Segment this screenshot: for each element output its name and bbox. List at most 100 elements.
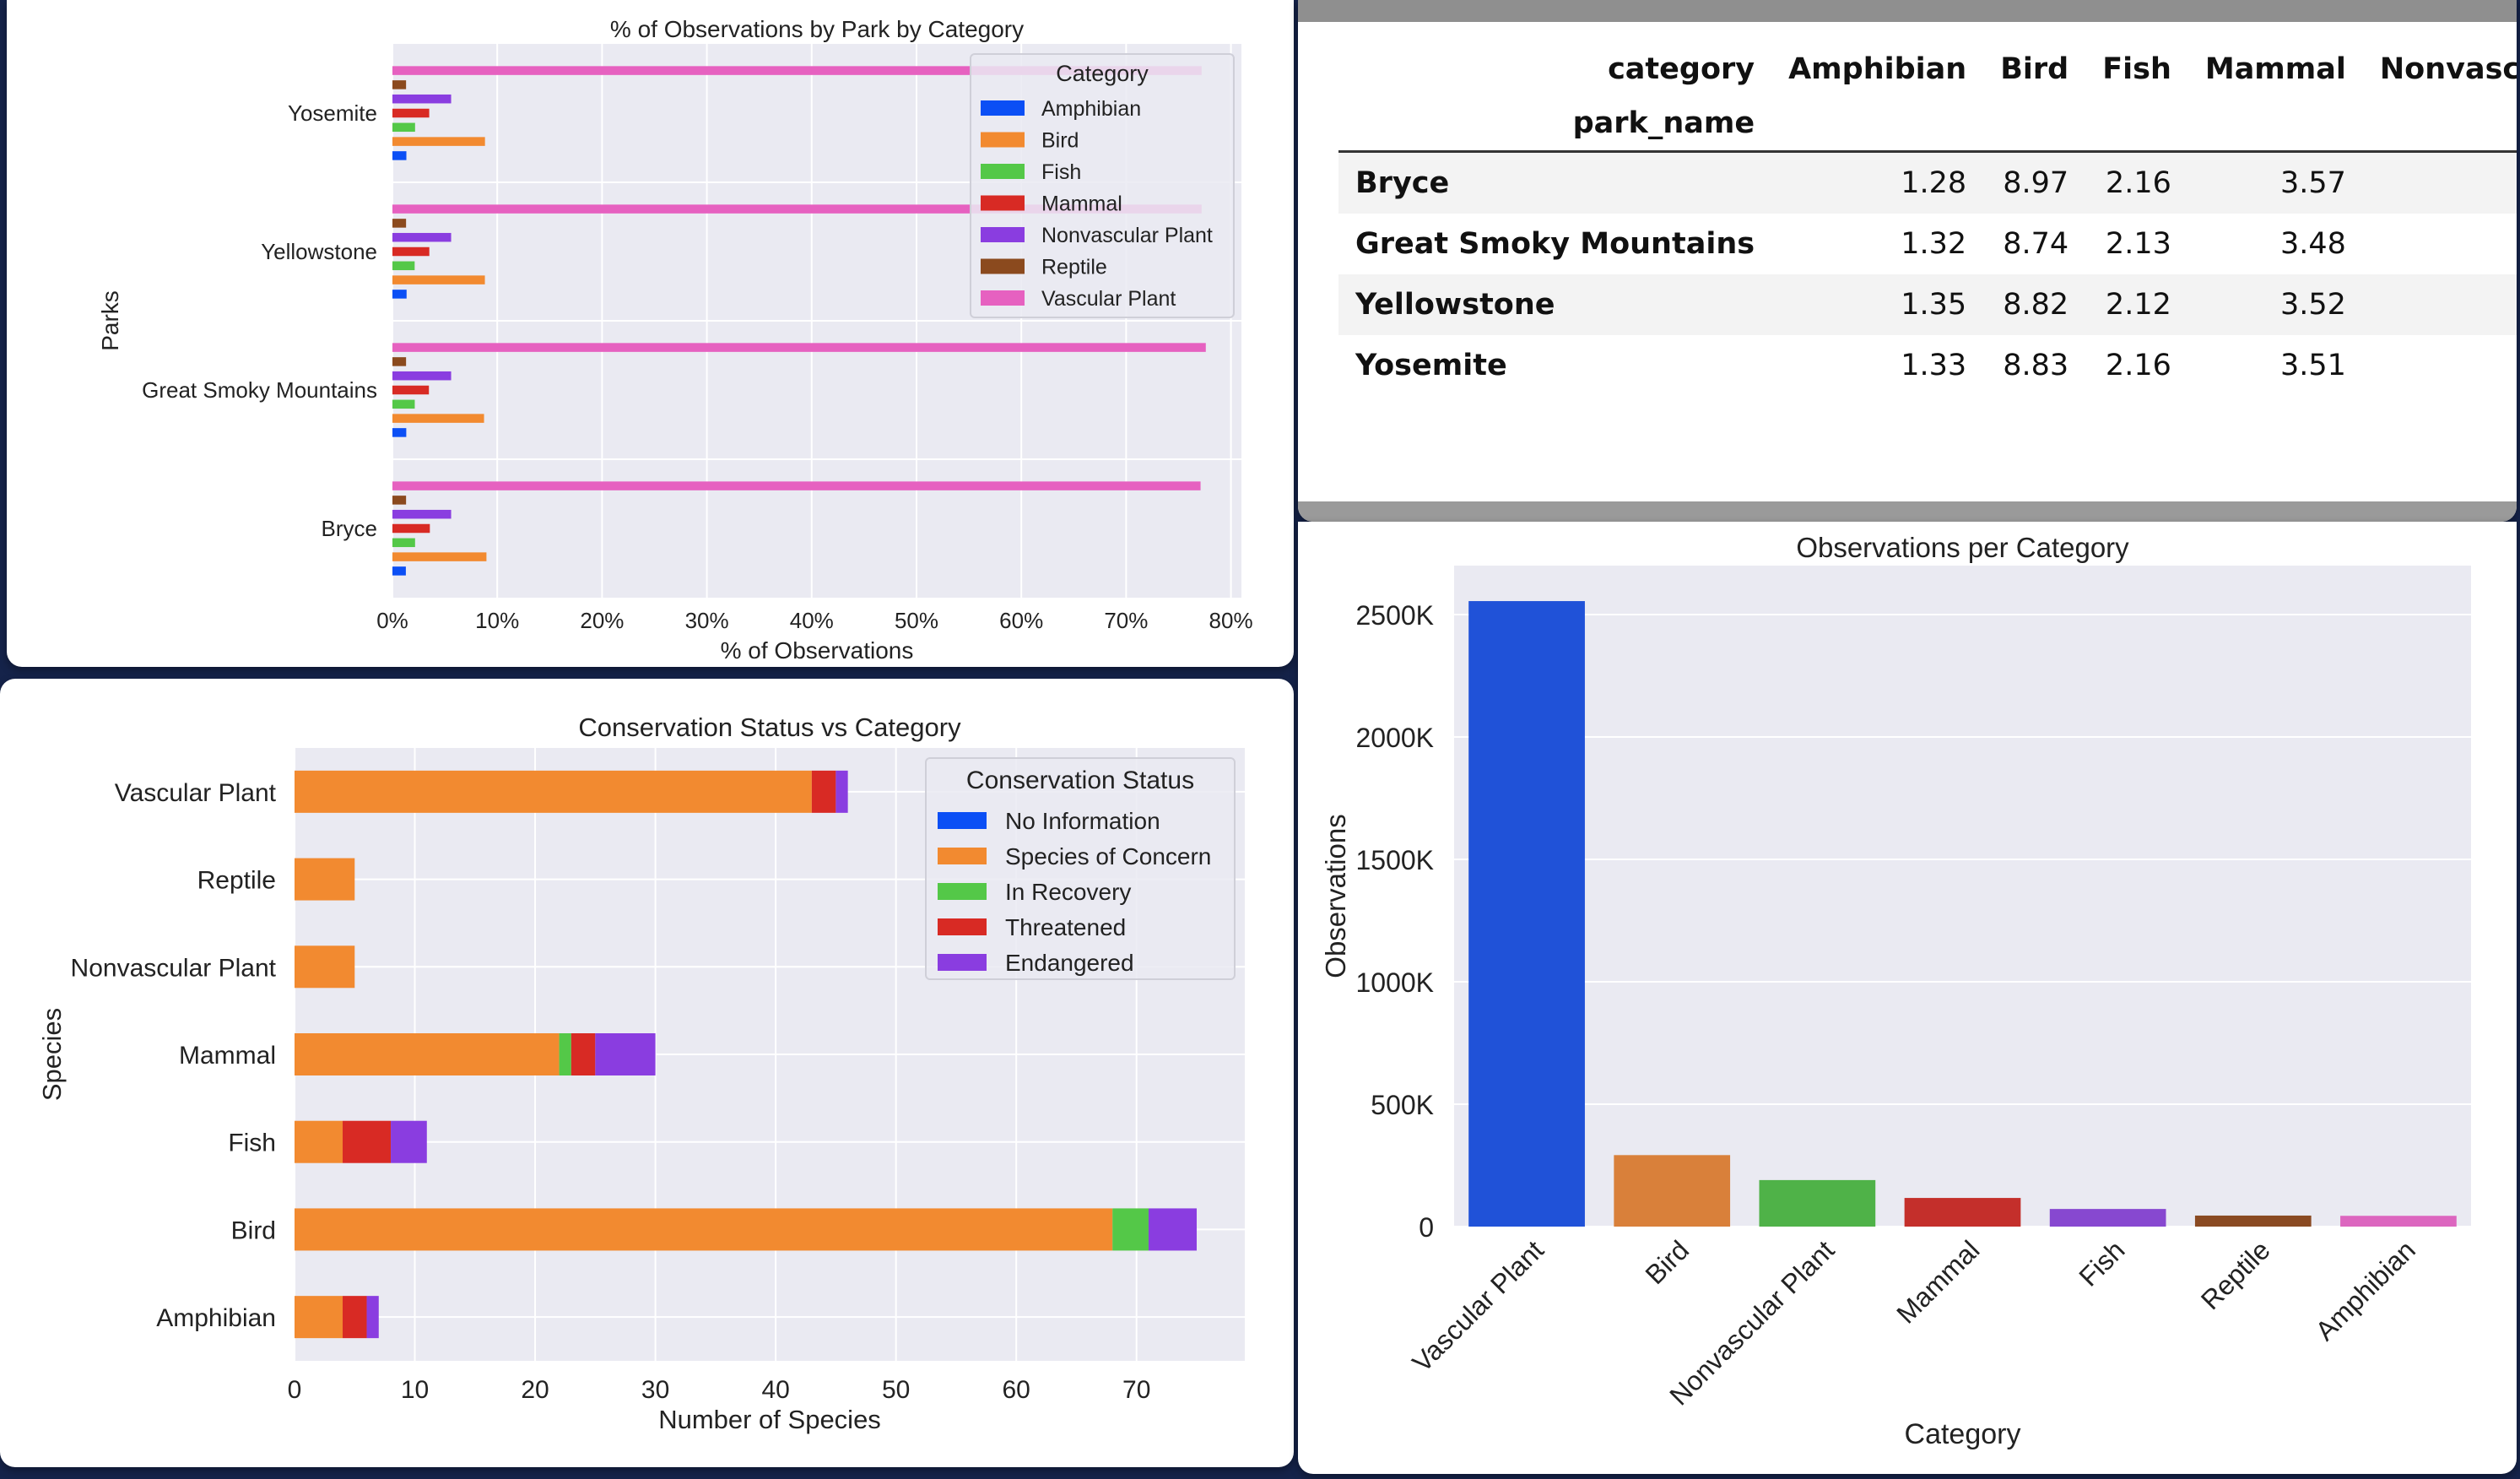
horizontal-scrollbar[interactable] — [1298, 501, 2517, 522]
legend-swatch — [981, 100, 1025, 116]
table-cell — [2363, 274, 2517, 335]
bar — [392, 428, 407, 437]
x-tick-label: Nonvascular Plant — [1663, 1234, 1840, 1411]
x-tick-label: 60% — [999, 608, 1043, 633]
bar-segment — [295, 1120, 343, 1163]
x-tick-label: Reptile — [2195, 1234, 2276, 1315]
conservation-status-chart-panel: 0 10 20 30 40 50 60 70 Vascular Plant Reptile Nonv… — [0, 679, 1294, 1467]
x-tick-label: 70% — [1104, 608, 1148, 633]
legend-swatch — [981, 227, 1025, 242]
legend-entry: Bird — [1041, 129, 1079, 153]
dataframe-panel: category Amphibian Bird Fish Mammal Nonv… — [1298, 0, 2517, 522]
table-cell: 2.12 — [2105, 288, 2171, 322]
x-tick-label: Vascular Plant — [1406, 1234, 1549, 1378]
y-tick-label: Reptile — [197, 867, 276, 895]
bar — [392, 94, 452, 104]
legend-entry: Reptile — [1041, 256, 1107, 279]
x-tick-label: 0% — [376, 608, 408, 633]
bar-segment — [811, 770, 836, 813]
table-cell: 8.74 — [2003, 227, 2069, 261]
legend-entry: Threatened — [1005, 914, 1126, 940]
bar-segment — [571, 1033, 596, 1075]
x-tick-label: 50 — [882, 1376, 910, 1404]
table-cell: 3.57 — [2279, 166, 2346, 200]
table-cell: 1.35 — [1901, 288, 1967, 322]
bar — [392, 151, 407, 160]
bar-segment — [835, 770, 848, 813]
x-axis-label: Number of Species — [658, 1405, 881, 1434]
observations-per-category-chart-panel: 0 500K 1000K 1500K 2000K 2500K Vascular Plant B… — [1298, 522, 2517, 1474]
bar — [392, 204, 1202, 214]
row-label: Great Smoky Mountains — [1355, 227, 1755, 261]
legend-swatch — [938, 848, 987, 864]
legend-title: Conservation Status — [966, 767, 1194, 794]
x-tick-label: 40% — [790, 608, 834, 633]
y-tick-label: 2500K — [1355, 600, 1434, 631]
row-index-label: park_name — [1338, 96, 1772, 153]
legend-swatch — [938, 918, 987, 935]
bar — [392, 496, 407, 505]
table-row: Bryce 1.28 8.97 2.16 3.57 — [1338, 151, 2517, 214]
conservation-status-chart: 0 10 20 30 40 50 60 70 Vascular Plant Reptile Nonv… — [37, 712, 1245, 1434]
table-row: Yellowstone 1.35 8.82 2.12 3.52 — [1338, 274, 2517, 335]
bar — [392, 80, 407, 89]
bar — [392, 66, 1202, 75]
legend-title: Category — [1056, 61, 1149, 86]
row-label: Yosemite — [1355, 349, 1507, 382]
bar-segment — [295, 1208, 1113, 1251]
legend-box — [970, 53, 1235, 318]
bar — [2049, 1209, 2166, 1227]
x-tick-label: 40 — [761, 1376, 789, 1404]
x-tick-label: 20% — [580, 608, 624, 633]
y-tick-label: Bryce — [322, 516, 377, 541]
col-header: Mammal — [2204, 52, 2346, 86]
bar — [1468, 601, 1585, 1227]
x-tick-label: 60 — [1003, 1376, 1030, 1404]
bar-segment — [295, 1296, 343, 1339]
col-header: Amphibian — [1788, 52, 1967, 86]
y-tick-label: 2000K — [1355, 723, 1434, 753]
legend-swatch — [981, 195, 1025, 211]
table-row: Great Smoky Mountains 1.32 8.74 2.13 3.4… — [1338, 214, 2517, 274]
bar — [1614, 1155, 1731, 1227]
table-cell: 2.16 — [2105, 349, 2171, 382]
col-header: Fish — [2102, 52, 2171, 86]
y-tick-label: Vascular Plant — [115, 779, 277, 807]
table-cell — [2363, 152, 2517, 214]
bar — [392, 137, 485, 146]
y-tick-label: Yosemite — [288, 100, 377, 126]
x-tick-label: 30 — [641, 1376, 669, 1404]
y-axis-label: Parks — [97, 290, 123, 351]
chart-title: Conservation Status vs Category — [578, 712, 961, 742]
legend-swatch — [938, 883, 987, 900]
legend-swatch — [938, 954, 987, 971]
table-row: Yosemite 1.33 8.83 2.16 3.51 — [1338, 335, 2517, 396]
y-tick-label: 1500K — [1355, 845, 1434, 875]
legend-entry: In Recovery — [1005, 879, 1131, 905]
table-cell: 8.83 — [2003, 349, 2069, 382]
x-tick-label: 10% — [475, 608, 519, 633]
y-tick-label: Fish — [228, 1130, 276, 1157]
bar — [392, 357, 407, 366]
legend-entry: Nonvascular Plant — [1041, 224, 1213, 247]
x-tick-label: 0 — [288, 1376, 302, 1404]
col-header: Nonvascular — [2379, 52, 2517, 86]
bar — [392, 246, 430, 257]
top-scroll-bar[interactable] — [1298, 0, 2517, 22]
bar-segment — [343, 1296, 367, 1339]
y-axis-label: Observations — [1320, 814, 1351, 978]
y-tick-label: 0 — [1419, 1212, 1434, 1243]
table-cell: 1.32 — [1901, 227, 1967, 261]
x-tick-label: Mammal — [1890, 1234, 1985, 1329]
bar-segment — [295, 770, 812, 813]
chart-title: % of Observations by Park by Category — [610, 16, 1024, 42]
park-category-chart-panel: 0% 10% 20% 30% 40% 50% 60% 70% 80% Yosemite Yellow… — [7, 0, 1294, 667]
bar — [392, 552, 487, 561]
bar — [392, 219, 407, 228]
col-header: Bird — [2000, 52, 2069, 86]
bar — [392, 399, 415, 409]
y-tick-label: Yellowstone — [261, 239, 377, 264]
bar-segment — [295, 1033, 560, 1075]
legend-entry: Vascular Plant — [1041, 287, 1176, 311]
table-cell — [2363, 214, 2517, 274]
